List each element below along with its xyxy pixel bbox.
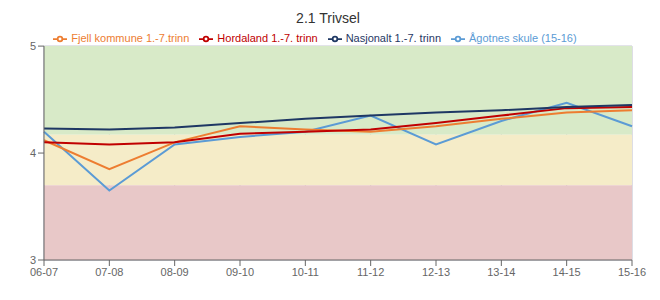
html-text:Fjell kommune 1.-7.trinn: Fjell kommune 1.-7.trinn bbox=[71, 32, 190, 44]
svg-text:07-08: 07-08 bbox=[95, 266, 123, 278]
svg-text:06-07: 06-07 bbox=[30, 266, 58, 278]
svg-text:11-12: 11-12 bbox=[357, 266, 384, 278]
html-text:Nasjonalt 1.-7. trinn: Nasjonalt 1.-7. trinn bbox=[345, 32, 441, 44]
svg-text:10-11: 10-11 bbox=[292, 266, 319, 278]
svg-text:14-15: 14-15 bbox=[553, 266, 581, 278]
svg-text:09-10: 09-10 bbox=[226, 266, 254, 278]
svg-text:12-13: 12-13 bbox=[422, 266, 450, 278]
svg-text:15-16: 15-16 bbox=[618, 266, 646, 278]
html-text:Hordaland 1.-7. trinn: Hordaland 1.-7. trinn bbox=[217, 32, 318, 44]
html-text:Ågotnes skule (15-16): Ågotnes skule (15-16) bbox=[469, 32, 577, 44]
svg-text:5: 5 bbox=[30, 40, 36, 52]
svg-text:3: 3 bbox=[30, 254, 36, 266]
svg-text:08-09: 08-09 bbox=[161, 266, 189, 278]
html-text:2.1 Trivsel: 2.1 Trivsel bbox=[296, 10, 360, 26]
svg-text:13-14: 13-14 bbox=[487, 266, 515, 278]
svg-text:4: 4 bbox=[30, 147, 36, 159]
